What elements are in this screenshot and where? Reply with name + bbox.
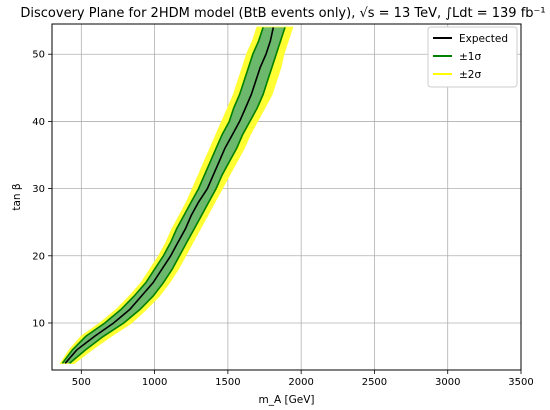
legend-item: ±2σ: [433, 69, 481, 81]
x-tick-label: 1500: [215, 377, 240, 388]
y-tick-label: 40: [32, 117, 45, 128]
legend-item: ±1σ: [433, 51, 481, 63]
sigma1-high-edge: [69, 27, 286, 364]
legend-label: Expected: [459, 33, 508, 45]
x-tick-label: 2500: [362, 377, 387, 388]
plot-frame: [51, 23, 522, 371]
x-axis-ticks: 500 1000 1500 2000 2500 3000 3500: [72, 370, 534, 388]
y-tick-label: 30: [32, 184, 45, 195]
x-tick-label: 500: [72, 377, 91, 388]
x-tick-label: 1000: [142, 377, 167, 388]
x-tick-label: 2000: [288, 377, 313, 388]
legend-item: Expected: [433, 33, 508, 45]
y-tick-label: 50: [32, 50, 45, 61]
chart-title: Discovery Plane for 2HDM model (BtB even…: [20, 6, 545, 21]
legend-label: ±1σ: [459, 51, 481, 63]
legend-label: ±2σ: [459, 69, 481, 81]
expected-line: [64, 27, 275, 364]
y-axis-label: tan β: [11, 183, 23, 210]
x-tick-label: 3500: [508, 377, 533, 388]
y-axis-ticks: 10 20 30 40 50: [32, 50, 52, 329]
sigma1-low-edge: [61, 27, 264, 364]
legend-box: [427, 26, 518, 88]
bands: [59, 26, 294, 365]
legend: Expected ±1σ ±2σ: [427, 26, 518, 88]
y-tick-label: 20: [32, 251, 45, 262]
x-tick-label: 3000: [435, 377, 460, 388]
y-tick-label: 10: [32, 318, 45, 329]
x-axis-label: m_A [GeV]: [259, 394, 315, 406]
